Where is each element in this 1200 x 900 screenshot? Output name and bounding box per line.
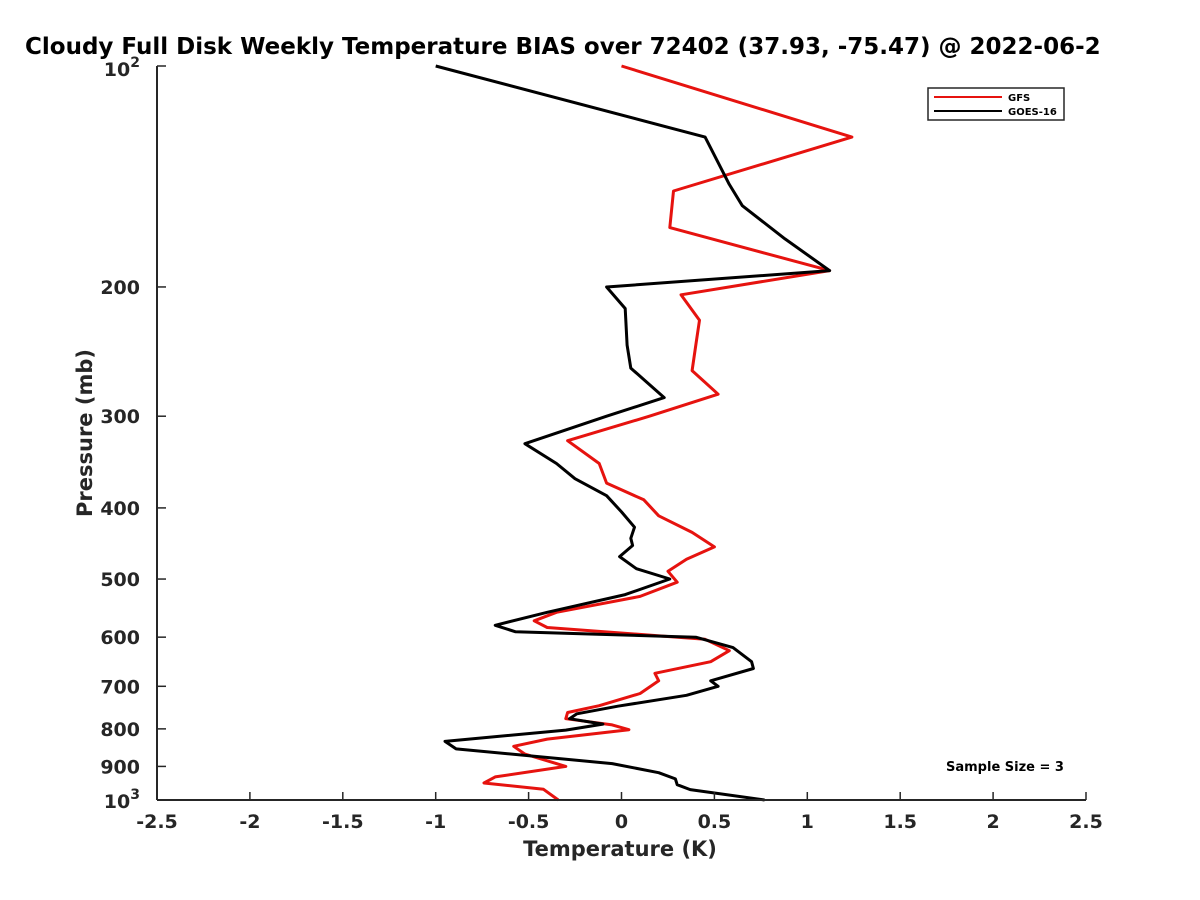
x-tick-label: 2: [986, 811, 999, 833]
x-ticks: -2.5 -2 -1.5 -1 -0.5 0 0.5 1 1.5 2 2.5: [136, 792, 1103, 833]
x-tick-label: 1: [801, 811, 814, 833]
y-tick-label: 200: [100, 277, 140, 299]
series-line-goes16: [435, 64, 832, 802]
legend: GFS GOES-16: [927, 87, 1065, 121]
x-tick-label: -2: [239, 811, 260, 833]
y-axis-label: Pressure (mb): [73, 349, 97, 517]
series-layer: [435, 64, 854, 802]
x-tick-label: -1: [425, 811, 446, 833]
y-tick-label: 500: [100, 569, 140, 591]
y-tick-label: 800: [100, 719, 140, 741]
x-tick-label: 0.5: [698, 811, 732, 833]
y-tick-label: 400: [100, 498, 140, 520]
x-tick-label: -2.5: [136, 811, 178, 833]
x-tick-label: 1.5: [883, 811, 917, 833]
series-line-gfs: [482, 64, 854, 802]
legend-label-goes16: GOES-16: [1008, 107, 1057, 118]
y-tick-label: 900: [100, 756, 140, 778]
chart-title: Cloudy Full Disk Weekly Temperature BIAS…: [25, 34, 1101, 60]
x-tick-label: 0: [615, 811, 628, 833]
y-tick-label: 600: [100, 627, 140, 649]
x-tick-label: -1.5: [322, 811, 364, 833]
sample-size-annotation: Sample Size = 3: [946, 760, 1064, 775]
x-tick-label: -0.5: [508, 811, 550, 833]
y-tick-label: 700: [100, 676, 140, 698]
y-tick-label: 300: [100, 406, 140, 428]
x-axis-label: Temperature (K): [523, 837, 717, 861]
x-tick-label: 2.5: [1069, 811, 1103, 833]
y-tick-label-top: 102: [104, 55, 140, 81]
y-tick-label-bottom: 103: [104, 787, 140, 813]
legend-box: [927, 87, 1065, 121]
legend-label-gfs: GFS: [1008, 93, 1030, 104]
y-ticks: 200 300 400 500 600 700 800 900: [100, 65, 166, 801]
